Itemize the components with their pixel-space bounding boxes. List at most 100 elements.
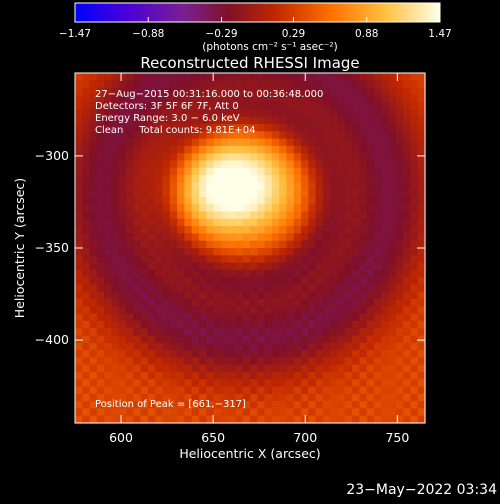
heatmap-cell [264,335,273,344]
heatmap-cell [75,124,83,132]
heatmap-cell [403,342,412,351]
heatmap-cell [344,357,353,366]
heatmap-cell [250,102,258,111]
heatmap-cell [228,277,237,286]
heatmap-cell [140,153,149,162]
heatmap-cell [322,80,331,89]
heatmap-cell [308,415,317,424]
heatmap-cell [82,313,91,322]
heatmap-cell [410,94,419,103]
heatmap-cell [373,313,382,322]
heatmap-cell [126,240,134,249]
heatmap-cell [169,306,178,315]
heatmap-cell [293,357,302,366]
heatmap-cell [352,153,360,162]
heatmap-cell [410,284,419,293]
colorbar-tick-label: −0.29 [205,28,237,40]
heatmap-cell [104,124,113,132]
heatmap-cell [228,226,237,235]
heatmap-cell [206,211,215,220]
heatmap-cell [177,240,185,249]
heatmap-cell [111,160,120,169]
heatmap-cell [82,240,91,249]
heatmap-cell [373,255,382,264]
heatmap-cell [104,153,113,162]
heatmap-cell [228,335,237,344]
heatmap-cell [242,189,251,198]
heatmap-cell [147,371,156,380]
heatmap-cell [359,313,368,322]
heatmap-cell [403,401,412,410]
heatmap-cell [169,94,178,103]
heatmap-cell [206,204,215,213]
heatmap-cell [286,299,295,307]
heatmap-cell [96,94,105,103]
heatmap-cell [373,415,382,424]
heatmap-cell [162,131,171,140]
heatmap-cell [133,73,142,81]
heatmap-cell [162,226,171,235]
heatmap-cell [147,167,156,176]
heatmap-cell [96,415,105,424]
heatmap-cell [133,167,142,176]
heatmap-cell [235,160,244,169]
heatmap-cell [133,379,142,388]
heatmap-cell [140,204,149,213]
heatmap-cell [133,218,142,227]
heatmap-cell [388,94,397,103]
heatmap-cell [133,109,142,118]
heatmap-cell [279,153,288,162]
heatmap-cell [213,335,222,344]
heatmap-cell [301,240,309,249]
heatmap-cell [242,386,251,395]
heatmap-cell [191,386,200,395]
heatmap-cell [366,160,375,169]
heatmap-cell [104,189,113,198]
heatmap-cell [410,342,419,351]
heatmap-cell [126,167,134,176]
heatmap-cell [381,255,390,264]
heatmap-cell [330,102,339,111]
heatmap-cell [96,313,105,322]
heatmap-cell [395,102,404,111]
heatmap-cell [89,153,98,162]
heatmap-cell [250,284,258,293]
heatmap-cell [184,393,193,402]
heatmap-cell [271,357,280,366]
heatmap-cell [169,102,178,111]
heatmap-cell [118,277,127,286]
heatmap-cell [155,189,164,198]
heatmap-cell [228,350,237,358]
heatmap-cell [279,313,288,322]
heatmap-cell [250,196,258,205]
heatmap-cell [403,116,412,125]
heatmap-cell [111,109,120,118]
heatmap-cell [111,408,120,417]
heatmap-cell [322,284,331,293]
heatmap-cell [228,401,237,410]
heatmap-cell [89,255,98,264]
heatmap-cell [111,379,120,388]
heatmap-cell [359,167,368,176]
heatmap-cell [315,94,324,103]
heatmap-cell [352,320,360,329]
heatmap-cell [315,291,324,300]
heatmap-cell [104,167,113,176]
heatmap-cell [111,357,120,366]
heatmap-cell [322,371,331,380]
heatmap-cell [228,196,237,205]
heatmap-cell [162,196,171,205]
heatmap-cell [104,408,113,417]
heatmap-cell [279,160,288,169]
heatmap-cell [352,204,360,213]
heatmap-cell [198,218,207,227]
heatmap-cell [228,328,237,337]
heatmap-cell [264,284,273,293]
heatmap-cell [82,116,91,125]
heatmap-cell [242,401,251,410]
heatmap-cell [395,255,404,264]
heatmap-cell [403,357,412,366]
heatmap-cell [403,291,412,300]
heatmap-cell [228,102,237,111]
heatmap-cell [184,277,193,286]
